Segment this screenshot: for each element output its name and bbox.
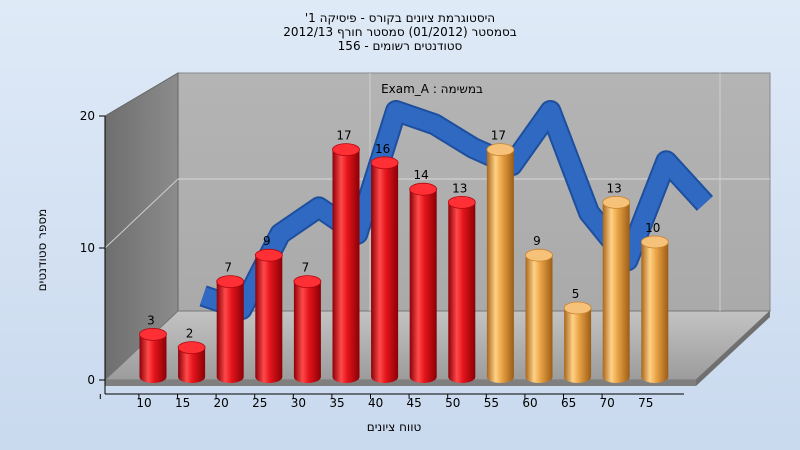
x-tick-label: 45 — [407, 396, 422, 410]
bar-body — [293, 281, 321, 383]
bar: 2 — [177, 327, 206, 383]
bar: 13 — [602, 181, 631, 383]
bar: 10 — [640, 221, 669, 383]
x-tick-label: 70 — [600, 396, 615, 410]
bar-value-label: 13 — [452, 181, 467, 195]
x-tick-label: 20 — [214, 396, 229, 410]
bar-value-label: 7 — [224, 261, 232, 275]
y-axis-title: מספר סטודנטים — [35, 209, 49, 292]
bar-value-label: 14 — [414, 168, 429, 182]
x-tick-label: 10 — [136, 396, 151, 410]
bar-cap — [602, 195, 631, 209]
x-tick-label: 75 — [638, 396, 653, 410]
bar-cap — [254, 248, 283, 262]
bar: 3 — [139, 313, 167, 383]
bar-body — [139, 334, 167, 383]
bar: 17 — [332, 129, 360, 383]
bar-body — [602, 202, 630, 383]
bar-value-label: 9 — [533, 234, 541, 248]
x-tick-label: 40 — [368, 396, 383, 410]
y-tick-label: 0 — [87, 373, 95, 387]
title-line-2: בסמסטר (01/2012) סמסטר חורף 2012/13 — [283, 25, 516, 39]
bars-layer: 3 2 7 9 7 17 16 14 13 17 9 5 13 10 — [139, 129, 669, 383]
bar-body — [486, 149, 514, 383]
x-tick-label: 55 — [484, 396, 499, 410]
x-tick-label: 60 — [522, 396, 537, 410]
x-tick-label: 15 — [175, 396, 190, 410]
bar: 9 — [254, 234, 283, 383]
bar-body — [255, 255, 283, 383]
bar-body — [371, 162, 399, 383]
bar: 14 — [409, 168, 438, 383]
title-line-1: היסטוגרמת ציונים בקורס - פיסיקה 1' — [305, 11, 495, 25]
bar-value-label: 17 — [491, 129, 506, 143]
bar-value-label: 16 — [375, 142, 390, 156]
bar-cap — [640, 235, 669, 249]
bar-value-label: 7 — [302, 261, 310, 275]
floor-front-edge — [105, 380, 696, 386]
x-axis-title: טווח ציונים — [367, 420, 422, 434]
bar-cap — [216, 275, 245, 289]
title-line-3: סטודנטים רשומים - 156 — [338, 39, 463, 53]
chart-title: היסטוגרמת ציונים בקורס - פיסיקה 1' בסמסט… — [283, 11, 516, 53]
bar-cap — [293, 275, 322, 289]
y-tick-label: 10 — [80, 241, 95, 255]
bar-body — [409, 189, 437, 383]
bar-value-label: 13 — [607, 181, 622, 195]
bar-body — [178, 347, 206, 383]
bar: 13 — [447, 181, 476, 383]
bar: 7 — [216, 261, 245, 383]
bar: 9 — [525, 234, 553, 383]
bar-body — [332, 149, 360, 383]
bar-value-label: 10 — [645, 221, 660, 235]
bar-body — [525, 255, 553, 383]
bar: 5 — [563, 287, 592, 383]
x-tick-label: 65 — [561, 396, 576, 410]
bar: 7 — [293, 261, 322, 383]
y-tick-label: 20 — [80, 109, 95, 123]
x-tick-label: 50 — [445, 396, 460, 410]
bar-cap — [332, 143, 360, 157]
x-tick-label: 30 — [291, 396, 306, 410]
bar-body — [641, 242, 669, 383]
bar-cap — [486, 143, 515, 157]
bar-cap — [525, 248, 553, 262]
bar-cap — [409, 182, 438, 196]
bar: 17 — [486, 129, 515, 383]
bar-cap — [370, 156, 399, 170]
bar-body — [564, 308, 592, 383]
bar-value-label: 3 — [147, 313, 155, 327]
x-tick-label: 35 — [329, 396, 344, 410]
bar-cap — [177, 341, 206, 355]
bar-cap — [563, 301, 592, 315]
bar-value-label: 5 — [572, 287, 580, 301]
bar-value-label: 17 — [336, 129, 351, 143]
side-gridline-10 — [104, 178, 179, 249]
bar: 16 — [370, 142, 399, 383]
bar-body — [448, 202, 476, 383]
bar-cap — [447, 195, 476, 209]
bar-value-label: 9 — [263, 234, 271, 248]
exam-annotation: Exam_A : במשימה — [381, 82, 483, 96]
bar-body — [216, 281, 244, 383]
bar-value-label: 2 — [186, 327, 194, 341]
floor-side-edge — [696, 311, 770, 386]
x-tick-label: 25 — [252, 396, 267, 410]
bar-cap — [139, 327, 167, 341]
